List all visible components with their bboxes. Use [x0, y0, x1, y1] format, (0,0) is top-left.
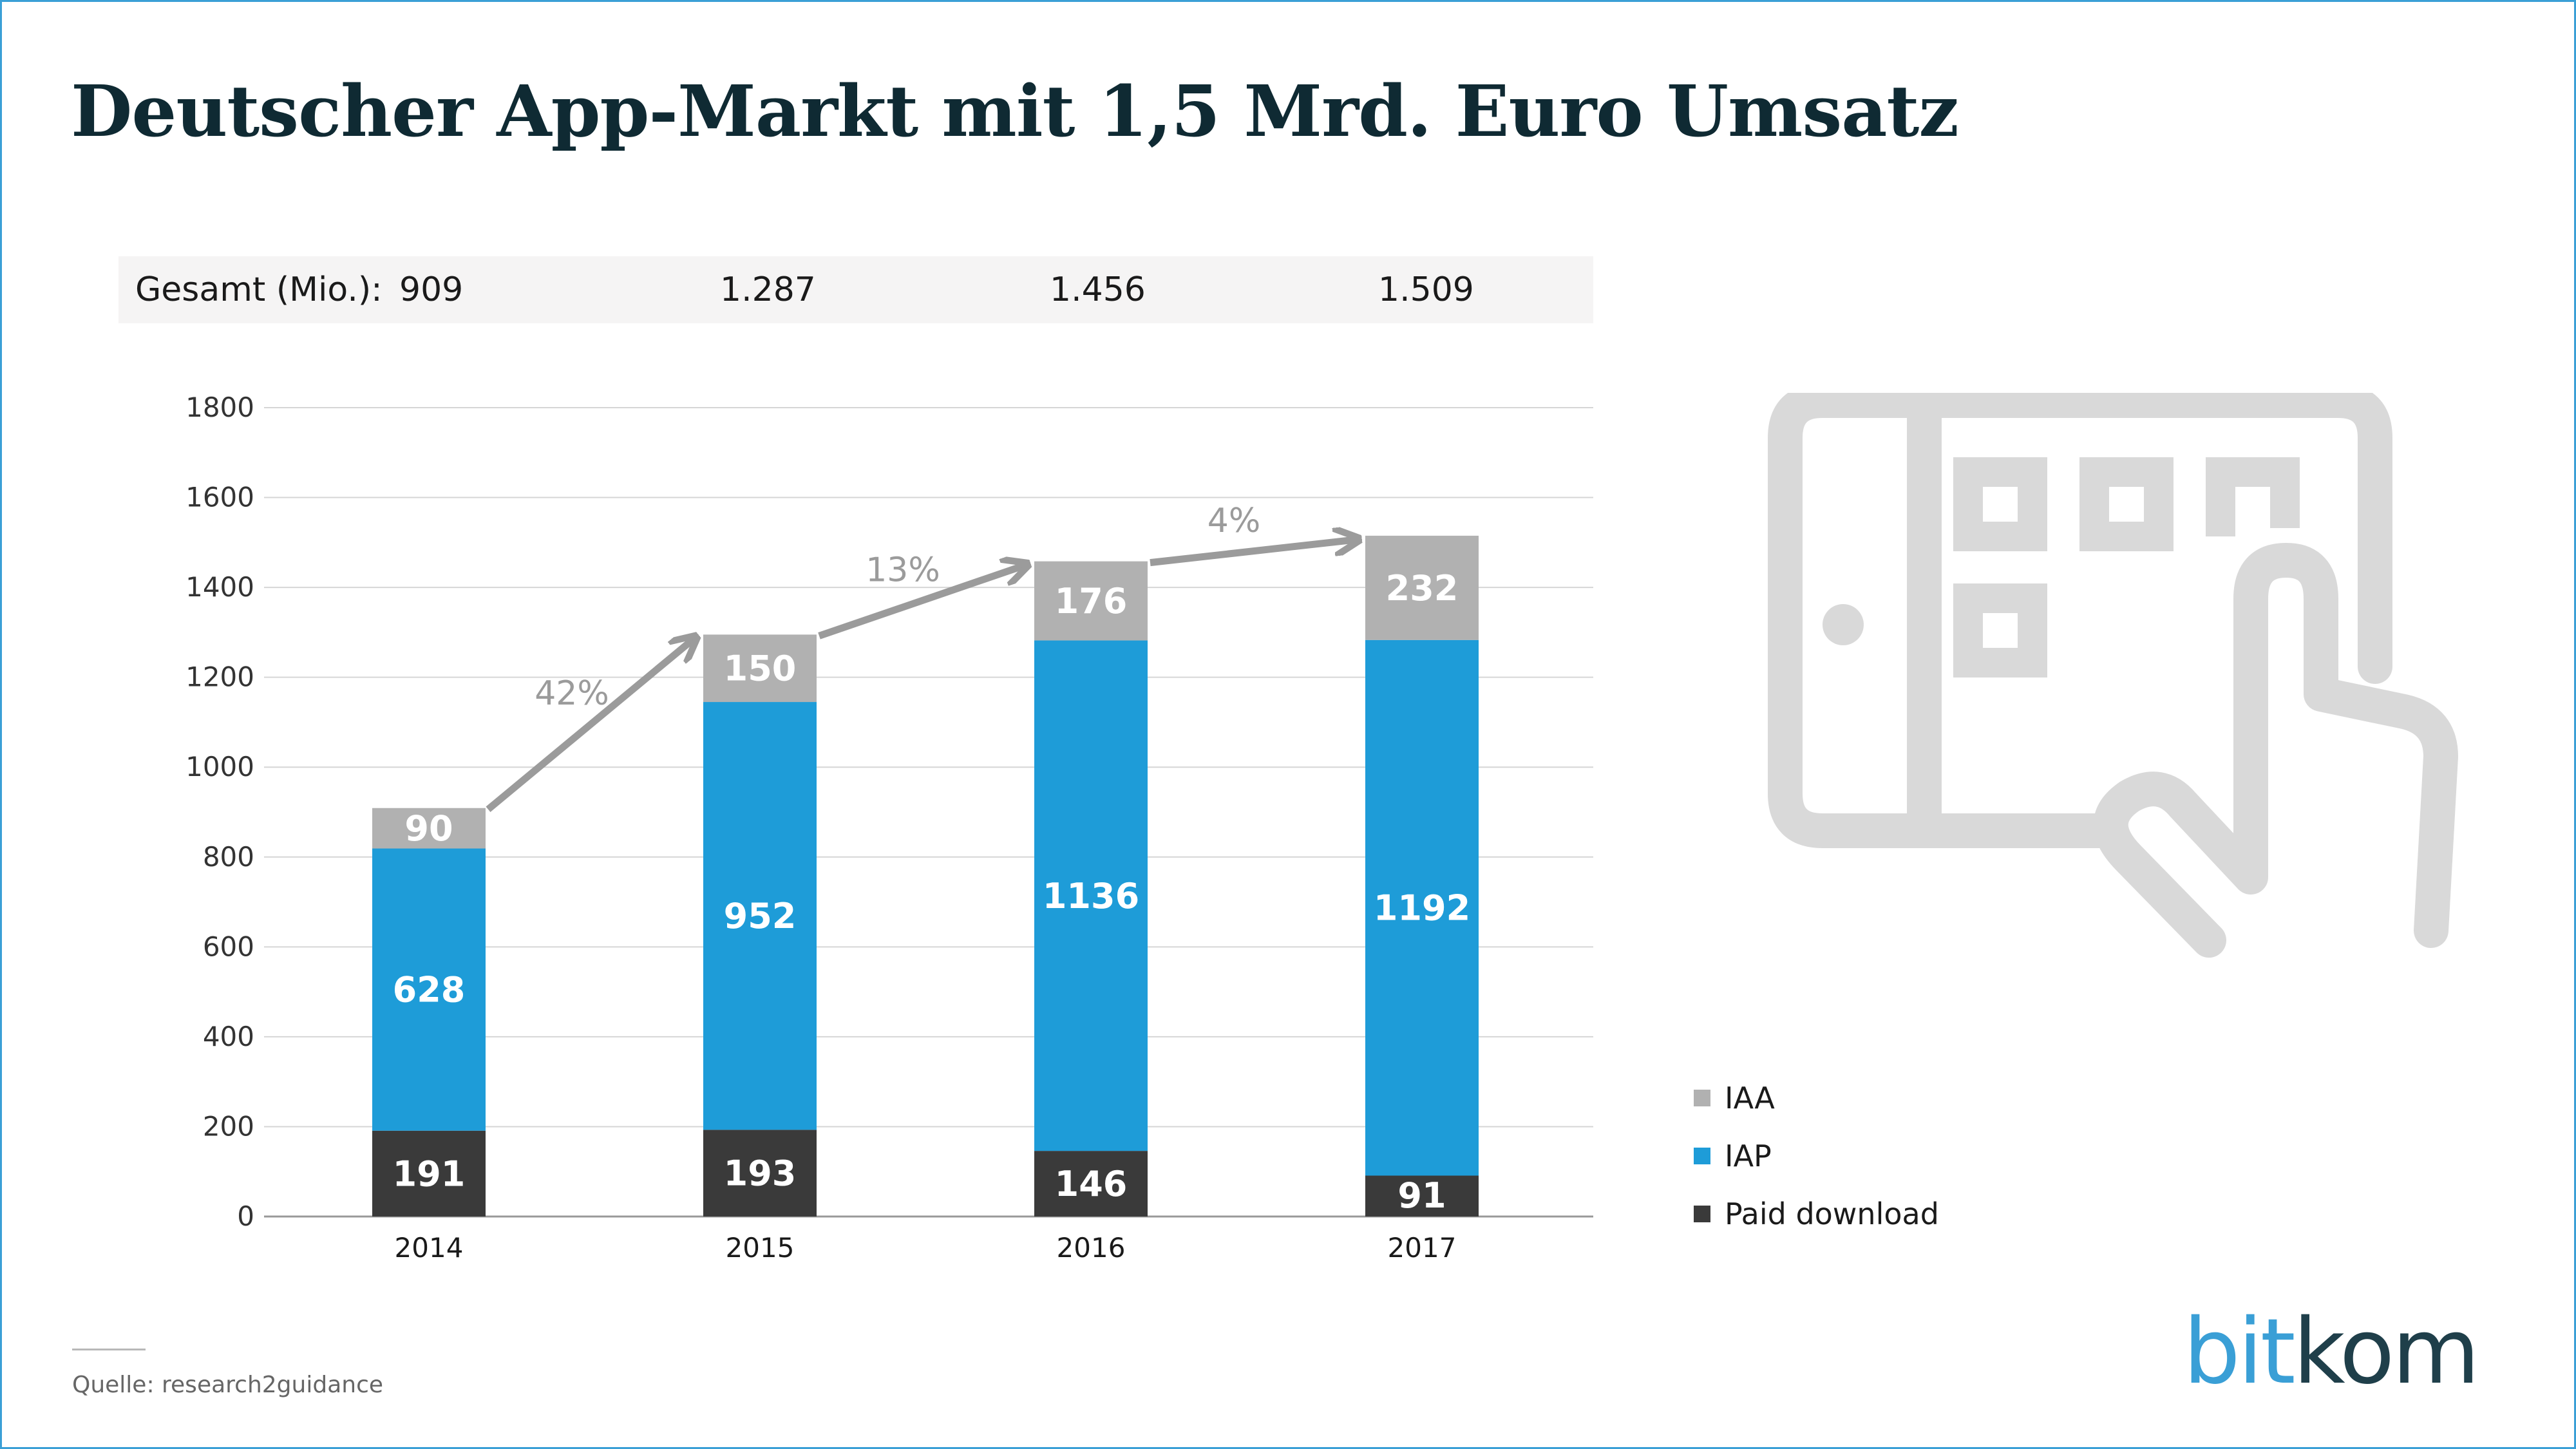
growth-label-2017: 4% — [1208, 502, 1261, 540]
source-divider — [72, 1349, 146, 1350]
bar-label-2015-paid-download: 193 — [724, 1153, 797, 1194]
bar-label-2017-paid-download: 91 — [1397, 1175, 1446, 1216]
growth-arrow-2014-2015 — [486, 638, 694, 812]
y-tick-label-200: 200 — [203, 1110, 254, 1142]
logo-part-bit: bit — [2183, 1300, 2296, 1405]
bar-label-2014-iaa: 90 — [404, 808, 453, 849]
bar-label-2016-paid-download: 146 — [1055, 1164, 1128, 1204]
totals-label: Gesamt (Mio.): — [135, 270, 383, 309]
total-2016: 1.456 — [1050, 270, 1146, 309]
bar-2017-iap — [1365, 639, 1479, 1176]
growth-label-2016: 13% — [866, 551, 940, 590]
legend-item-iap: IAP — [1694, 1127, 1939, 1185]
y-tick-label-1400: 1400 — [185, 571, 254, 603]
total-2017: 1.509 — [1378, 270, 1474, 309]
logo-part-kom: kom — [2293, 1300, 2480, 1405]
y-tick-label-1000: 1000 — [185, 751, 254, 782]
bar-2017-iaa — [1365, 535, 1479, 640]
bar-label-2016-iaa: 176 — [1055, 581, 1128, 621]
total-2014: 909 — [399, 270, 464, 309]
y-tick-label-0: 0 — [237, 1200, 254, 1232]
bar-2015-iaa — [703, 634, 817, 703]
legend-label-paid-download: Paid download — [1725, 1197, 1939, 1231]
y-tick-label-600: 600 — [203, 931, 254, 962]
y-tick-label-1200: 1200 — [185, 661, 254, 693]
x-tick-label-2017: 2017 — [1388, 1232, 1457, 1264]
bar-label-2015-iaa: 150 — [724, 649, 797, 689]
bar-2016-iap — [1034, 640, 1148, 1151]
bar-2016-iaa — [1034, 561, 1148, 641]
bar-2015-iap — [703, 702, 817, 1130]
bar-label-2014-iap: 628 — [393, 970, 466, 1010]
page-title: Deutscher App-Markt mit 1,5 Mrd. Euro Um… — [71, 70, 1959, 153]
y-tick-label-400: 400 — [203, 1021, 254, 1052]
bar-2016-paid-download — [1034, 1151, 1148, 1217]
bar-2015-paid-download — [703, 1130, 817, 1217]
bar-2014-iap — [372, 848, 486, 1131]
legend-swatch-iaa — [1694, 1090, 1710, 1106]
x-tick-label-2016: 2016 — [1057, 1232, 1126, 1264]
growth-label-2015: 42% — [535, 674, 609, 713]
y-tick-label-1600: 1600 — [185, 482, 254, 513]
y-tick-label-1800: 1800 — [185, 392, 254, 423]
legend: IAA IAP Paid download — [1694, 1069, 1939, 1243]
bar-2014-paid-download — [372, 1130, 486, 1217]
growth-arrow-2015-2016 — [818, 565, 1025, 639]
legend-swatch-paid-download — [1694, 1206, 1710, 1222]
tablet-touch-icon — [1768, 393, 2458, 958]
bar-label-2016-iap: 1136 — [1043, 876, 1139, 916]
y-tick-label-800: 800 — [203, 841, 254, 873]
legend-label-iaa: IAA — [1725, 1081, 1775, 1115]
bar-2014-iaa — [372, 808, 486, 849]
bar-label-2017-iaa: 232 — [1386, 568, 1459, 609]
bar-label-2017-iap: 1192 — [1374, 888, 1470, 929]
bar-2017-paid-download — [1365, 1175, 1479, 1217]
x-tick-label-2014: 2014 — [395, 1232, 464, 1264]
x-tick-label-2015: 2015 — [726, 1232, 795, 1264]
legend-item-iaa: IAA — [1694, 1069, 1939, 1127]
legend-swatch-iap — [1694, 1148, 1710, 1164]
totals-row: Gesamt (Mio.): 909 1.287 1.456 1.509 — [118, 256, 1593, 323]
total-2015: 1.287 — [720, 270, 816, 309]
bar-label-2015-iap: 952 — [724, 896, 797, 936]
stacked-bar-chart: 0 200 400 600 800 1000 1200 1400 1600 1800 191 628 9… — [185, 392, 1593, 1264]
growth-arrow-2016-2017 — [1150, 540, 1356, 567]
bitkom-logo: bitkom — [2183, 1307, 2480, 1397]
legend-label-iap: IAP — [1725, 1139, 1772, 1173]
source-note: Quelle: research2guidance — [72, 1372, 384, 1398]
legend-item-paid-download: Paid download — [1694, 1185, 1939, 1243]
bar-label-2014-paid-download: 191 — [393, 1153, 466, 1194]
